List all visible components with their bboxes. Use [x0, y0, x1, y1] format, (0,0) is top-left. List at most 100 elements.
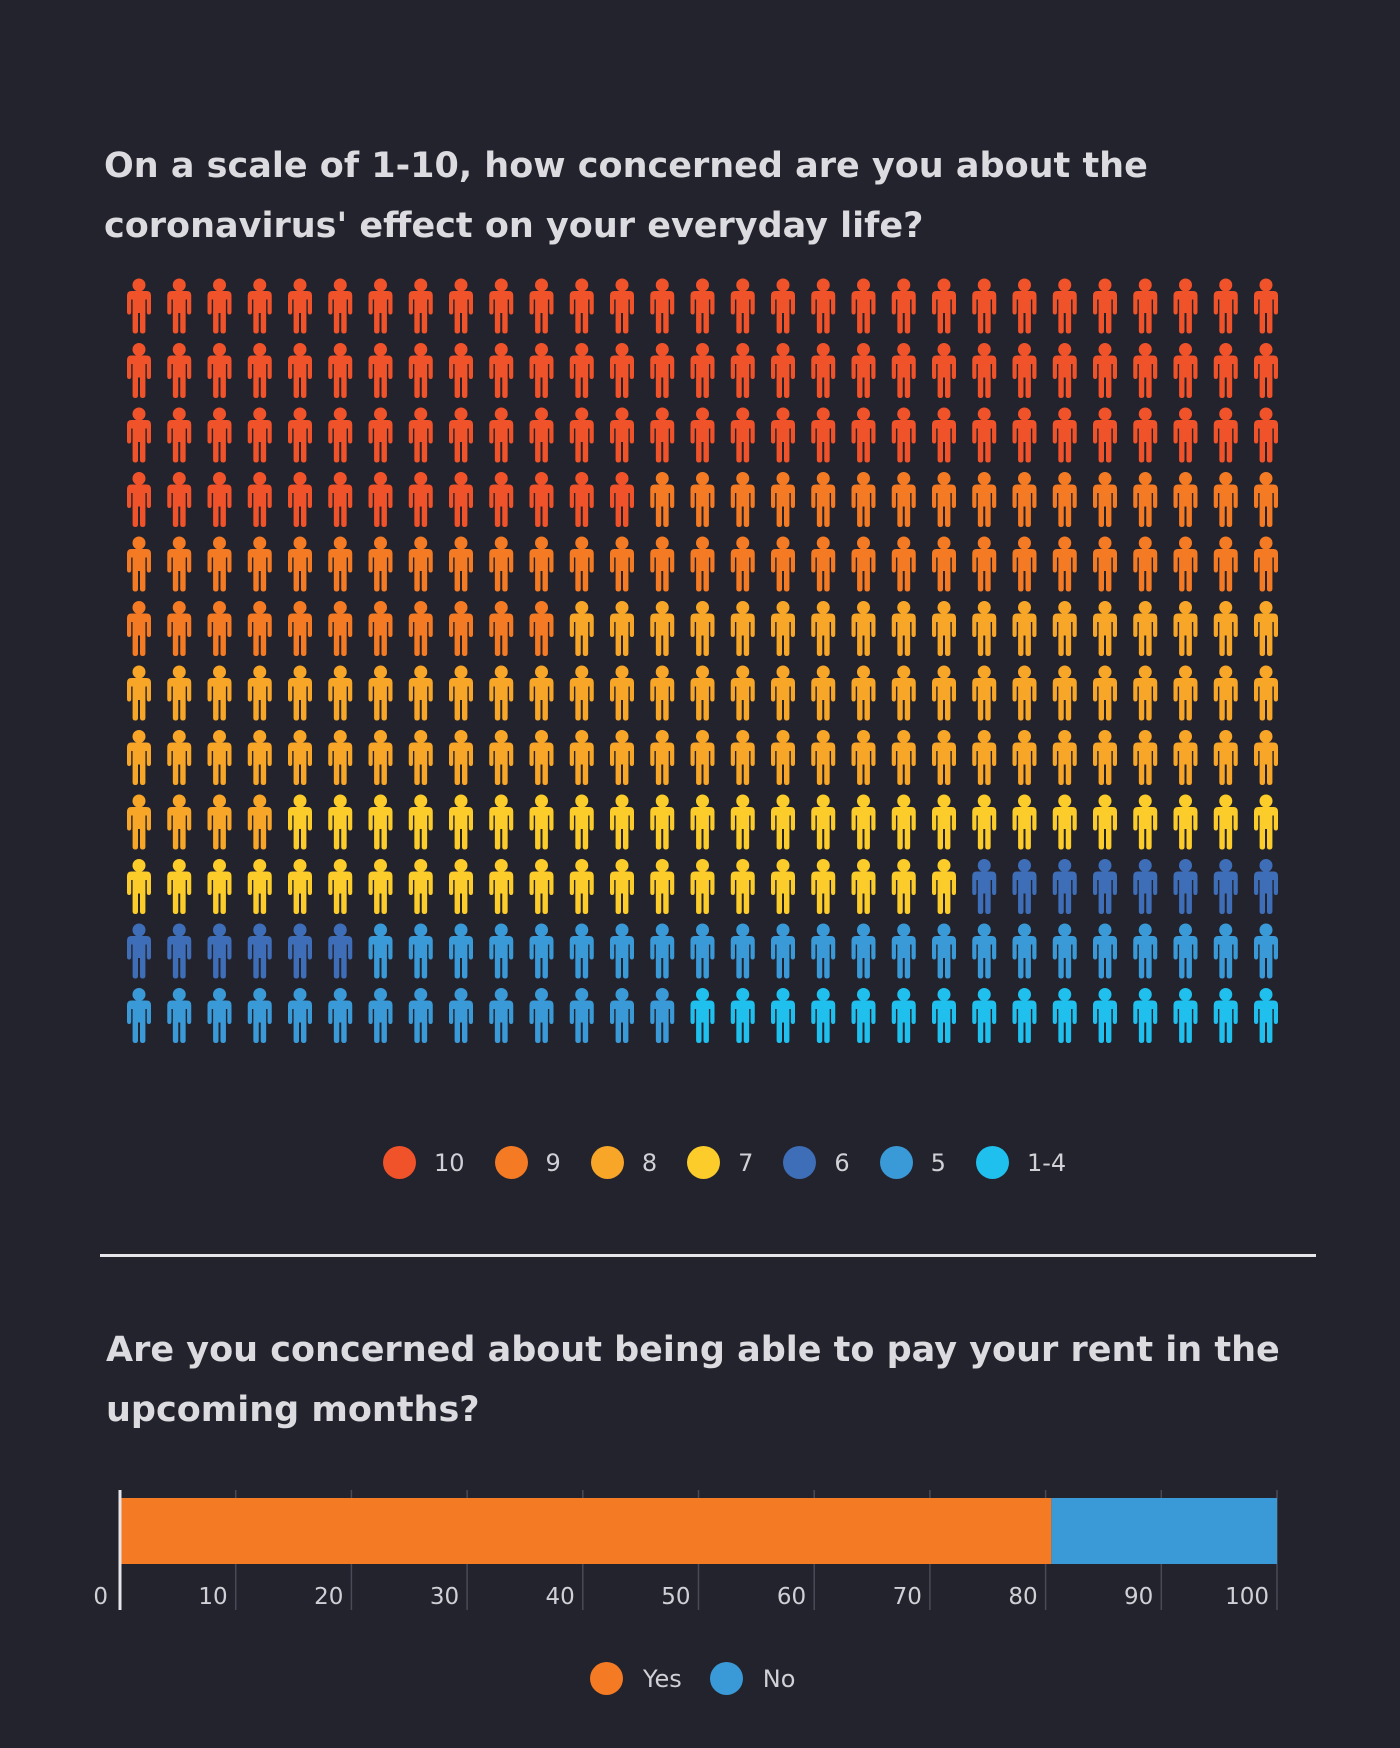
person-icon — [771, 794, 795, 850]
person-icon — [167, 407, 192, 463]
person-icon — [127, 859, 151, 914]
person-icon — [972, 923, 997, 979]
person-icon — [1093, 407, 1117, 463]
legend-swatch-7 — [687, 1146, 721, 1179]
person-icon — [529, 730, 554, 785]
legend-rent-concern: Yes No — [590, 1662, 823, 1695]
person-icon — [449, 988, 473, 1043]
person-icon — [972, 472, 997, 527]
legend-item: 9 — [494, 1146, 561, 1179]
person-icon — [891, 343, 916, 398]
person-icon — [408, 859, 433, 914]
person-icon — [1173, 278, 1198, 334]
person-icon — [690, 472, 715, 527]
person-icon — [650, 472, 675, 527]
person-icon — [1254, 278, 1278, 334]
person-icon — [1052, 278, 1077, 334]
chart-title-rent-concern: Are you concerned about being able to pa… — [106, 1330, 1280, 1430]
person-icon — [972, 988, 997, 1043]
person-icon — [730, 923, 755, 979]
person-icon — [1254, 923, 1278, 979]
person-icon — [811, 407, 836, 463]
person-icon — [328, 536, 353, 592]
person-icon — [408, 278, 433, 334]
person-icon — [569, 343, 594, 398]
person-icon — [1012, 794, 1037, 850]
legend-swatch-no — [709, 1662, 743, 1695]
person-icon — [730, 343, 755, 398]
person-icon — [1052, 343, 1077, 398]
person-icon — [932, 343, 956, 398]
legend-item: 8 — [590, 1146, 658, 1179]
person-icon — [690, 988, 715, 1043]
person-icon — [851, 665, 876, 721]
person-icon — [972, 730, 997, 785]
person-icon — [449, 472, 473, 527]
person-icon — [449, 343, 473, 398]
person-icon — [1093, 859, 1117, 914]
person-icon — [690, 923, 715, 979]
person-icon — [1133, 278, 1158, 334]
person-icon — [811, 923, 836, 979]
person-icon — [1133, 343, 1158, 398]
person-icon — [247, 859, 272, 914]
person-icon — [529, 665, 554, 721]
person-icon — [288, 343, 312, 398]
legend-item: Yes — [590, 1662, 682, 1695]
person-icon — [811, 859, 836, 914]
person-icon — [690, 794, 715, 850]
person-icon — [851, 923, 876, 979]
person-icon — [1133, 730, 1158, 785]
person-icon — [1012, 343, 1037, 398]
person-icon — [489, 730, 514, 785]
person-icon — [1093, 278, 1117, 334]
person-icon — [489, 665, 514, 721]
person-icon — [207, 794, 232, 850]
person-icon — [1213, 923, 1238, 979]
person-icon — [529, 472, 554, 527]
person-icon — [1093, 665, 1117, 721]
person-icon — [891, 472, 916, 527]
person-icon — [1254, 859, 1278, 914]
person-icon — [891, 601, 916, 656]
person-icon — [851, 988, 876, 1043]
person-icon — [1133, 923, 1158, 979]
person-icon — [167, 601, 192, 656]
person-icon — [851, 536, 876, 592]
person-icon — [449, 794, 473, 850]
person-icon — [288, 988, 312, 1043]
person-icon — [730, 536, 755, 592]
person-icon — [610, 730, 634, 785]
legend-label: 8 — [641, 1148, 658, 1177]
person-icon — [650, 665, 675, 721]
x-tick-label: 30 — [430, 1584, 459, 1610]
person-icon — [932, 472, 956, 527]
person-icon — [771, 472, 795, 527]
person-icon — [408, 794, 433, 850]
person-icon — [1213, 536, 1238, 592]
person-icon — [247, 472, 272, 527]
legend-swatch-9 — [494, 1146, 528, 1179]
person-icon — [650, 923, 675, 979]
person-icon — [972, 794, 997, 850]
person-icon — [610, 923, 634, 979]
person-icon — [972, 278, 997, 334]
person-icon — [1173, 988, 1198, 1043]
person-icon — [1012, 472, 1037, 527]
person-icon — [288, 536, 312, 592]
legend-label: 10 — [434, 1148, 465, 1177]
person-icon — [207, 407, 232, 463]
person-icon — [650, 536, 675, 592]
legend-label: Yes — [643, 1664, 682, 1693]
person-icon — [408, 601, 433, 656]
person-icon — [650, 278, 675, 334]
person-icon — [247, 278, 272, 334]
person-icon — [1052, 407, 1077, 463]
person-icon — [1012, 730, 1037, 785]
person-icon — [1093, 601, 1117, 656]
person-icon — [1213, 794, 1238, 850]
person-icon — [207, 536, 232, 592]
person-icon — [771, 665, 795, 721]
person-icon — [569, 536, 594, 592]
person-icon — [408, 472, 433, 527]
